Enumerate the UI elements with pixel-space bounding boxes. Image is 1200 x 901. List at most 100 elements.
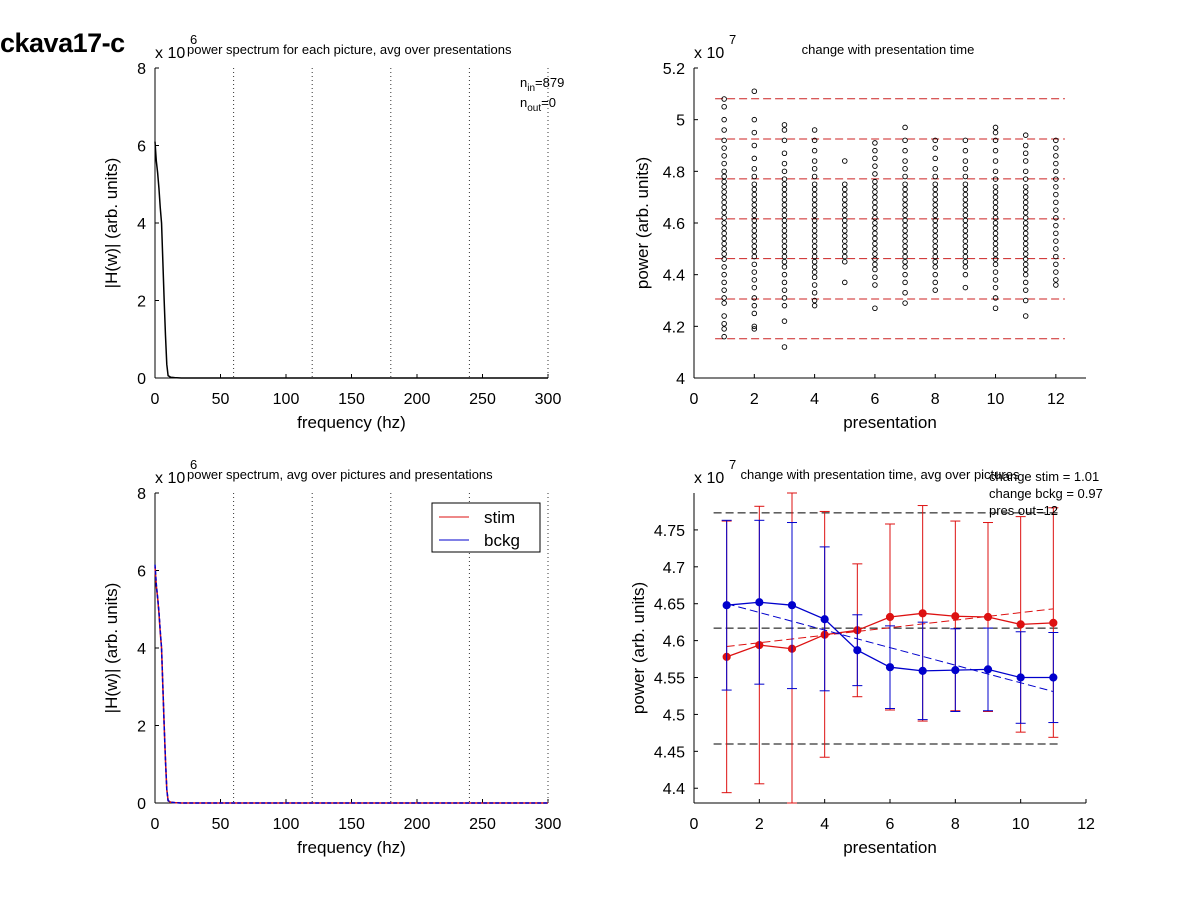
- scatter-point: [1022, 132, 1029, 138]
- scatter-point: [992, 129, 999, 136]
- scatter-point: [781, 271, 788, 278]
- scatter-point: [992, 124, 999, 131]
- trend-line-stim: [726, 608, 1054, 648]
- scatter-point: [781, 287, 788, 293]
- scatter-point: [932, 137, 938, 144]
- annotation-line: pres out=12: [989, 503, 1058, 518]
- scatter-point: [842, 217, 848, 224]
- scatter-point: [721, 313, 727, 319]
- scatter-point: [811, 127, 818, 133]
- series-point-bckg: [820, 615, 829, 624]
- scatter-point: [751, 202, 758, 208]
- scatter-point: [811, 269, 818, 275]
- scatter-point: [1022, 256, 1029, 262]
- y-tick-label: 4.7: [663, 560, 685, 577]
- scatter-point: [811, 248, 818, 255]
- scatter-point: [751, 243, 758, 249]
- scatter-point: [811, 181, 818, 187]
- scatter-point: [992, 295, 999, 301]
- scatter-point: [811, 302, 818, 309]
- scatter-point: [721, 326, 727, 332]
- scatter-point: [932, 196, 938, 203]
- scatter-point: [721, 287, 727, 293]
- scatter-point: [1022, 225, 1029, 231]
- series-point-stim: [951, 612, 960, 621]
- scatter-point: [811, 227, 818, 234]
- scatter-point: [1053, 137, 1059, 144]
- y-tick-label: 6: [137, 564, 146, 581]
- scatter-point: [721, 321, 727, 327]
- scatter-point: [842, 196, 848, 203]
- y-tick-label: 2: [137, 294, 146, 311]
- x-tick-label: 12: [1077, 816, 1095, 833]
- scatter-point: [992, 220, 999, 226]
- scatter-point: [721, 271, 727, 278]
- scatter-point: [902, 233, 908, 239]
- scatter-point: [721, 137, 727, 144]
- scatter-point: [842, 191, 848, 198]
- scatter-point: [781, 186, 788, 193]
- scatter-point: [721, 240, 727, 247]
- scatter-point: [1022, 199, 1029, 206]
- scatter-point: [902, 158, 908, 164]
- scatter-point: [1053, 191, 1059, 198]
- scatter-point: [751, 310, 758, 317]
- scatter-point: [872, 209, 878, 216]
- scatter-point: [842, 181, 848, 187]
- scatter-point: [721, 300, 727, 306]
- series-point-bckg: [885, 663, 895, 672]
- scatter-point: [811, 238, 818, 244]
- scatter-point: [1022, 168, 1029, 175]
- scatter-point: [1053, 168, 1059, 175]
- scatter-point: [781, 344, 788, 350]
- scatter-point: [1022, 261, 1029, 268]
- scatter-point: [932, 253, 938, 260]
- scatter-point: [1022, 240, 1029, 247]
- scatter-point: [721, 178, 727, 185]
- scatter-point: [811, 217, 818, 224]
- scatter-point: [902, 181, 908, 187]
- y-tick-label: 2: [137, 719, 146, 736]
- scatter-point: [992, 168, 999, 175]
- x-tick-label: 150: [338, 816, 365, 833]
- scatter-point: [842, 253, 848, 260]
- scatter-point: [721, 145, 727, 151]
- scatter-point: [872, 305, 878, 312]
- scatter-point: [902, 191, 908, 198]
- series-line-stim: [154, 566, 548, 804]
- scatter-point: [932, 173, 938, 180]
- scatter-point: [902, 264, 908, 270]
- scatter-point: [751, 191, 758, 198]
- scatter-point: [721, 184, 727, 190]
- scatter-point: [721, 153, 727, 159]
- series-point-stim: [1016, 620, 1025, 629]
- scatter-point: [781, 176, 788, 182]
- scatter-point: [1053, 230, 1059, 237]
- x-tick-label: 0: [151, 816, 160, 833]
- panel-spectrum-avg: 0 50 100 150 200 250 300 0 2 4 6 8 frequency (hz) |H(…: [102, 457, 561, 857]
- chart-title: change with presentation time, avg over …: [741, 467, 1020, 482]
- scatter-point: [1022, 158, 1029, 164]
- scatter-point: [932, 181, 938, 187]
- scatter-point: [842, 207, 848, 213]
- scatter-point: [872, 251, 878, 257]
- scatter-point: [872, 215, 878, 221]
- x-tick-label: 150: [338, 391, 365, 408]
- scatter-point: [962, 271, 969, 278]
- scatter-point: [1022, 189, 1029, 195]
- scatter-point: [962, 264, 969, 270]
- annotation-n-in: nin=879: [520, 75, 564, 94]
- annotation-line: change stim = 1.01: [989, 469, 1099, 484]
- scatter-point: [721, 96, 727, 102]
- scatter-point: [902, 243, 908, 249]
- scatter-point: [721, 160, 727, 167]
- scatter-point: [902, 222, 908, 229]
- legend-label-bckg: bckg: [484, 531, 520, 550]
- scatter-point: [902, 300, 908, 306]
- scatter-point: [781, 253, 788, 260]
- chart-title: power spectrum for each picture, avg ove…: [187, 42, 512, 57]
- scatter-point: [751, 295, 758, 301]
- scatter-point: [902, 186, 908, 193]
- scatter-point: [992, 277, 999, 283]
- scatter-point: [872, 282, 878, 288]
